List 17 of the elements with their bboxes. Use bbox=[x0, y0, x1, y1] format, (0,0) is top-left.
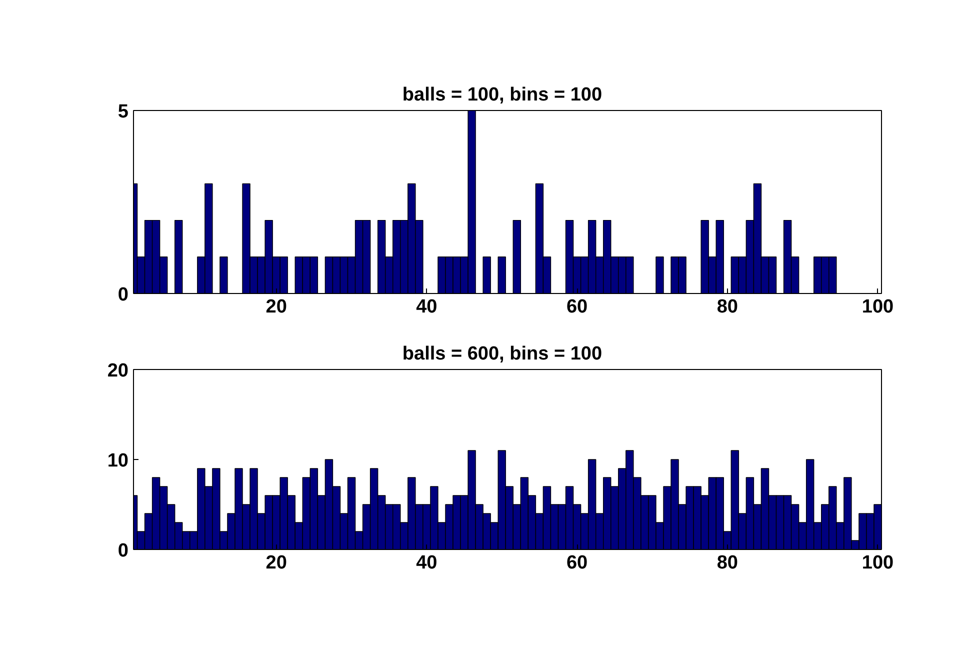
chart-title: balls = 600, bins = 100 bbox=[402, 344, 602, 364]
y-tick-label: 20 bbox=[107, 360, 129, 382]
x-tick-label: 20 bbox=[266, 552, 287, 574]
x-tick-label: 100 bbox=[862, 296, 894, 318]
x-tick-label: 80 bbox=[716, 552, 738, 574]
y-tick-label: 10 bbox=[107, 450, 129, 472]
x-tick-label: 20 bbox=[266, 296, 287, 318]
y-tick-label: 0 bbox=[118, 284, 129, 306]
x-tick-label: 60 bbox=[566, 296, 588, 318]
x-tick-label: 80 bbox=[716, 296, 738, 318]
x-tick-label: 60 bbox=[566, 552, 588, 574]
x-tick-label: 40 bbox=[416, 552, 438, 574]
y-tick-label: 5 bbox=[118, 102, 129, 122]
chart-title: balls = 100, bins = 100 bbox=[402, 84, 602, 106]
x-tick-label: 100 bbox=[862, 552, 894, 574]
y-tick-label: 0 bbox=[118, 540, 129, 562]
x-tick-label: 40 bbox=[416, 296, 438, 318]
